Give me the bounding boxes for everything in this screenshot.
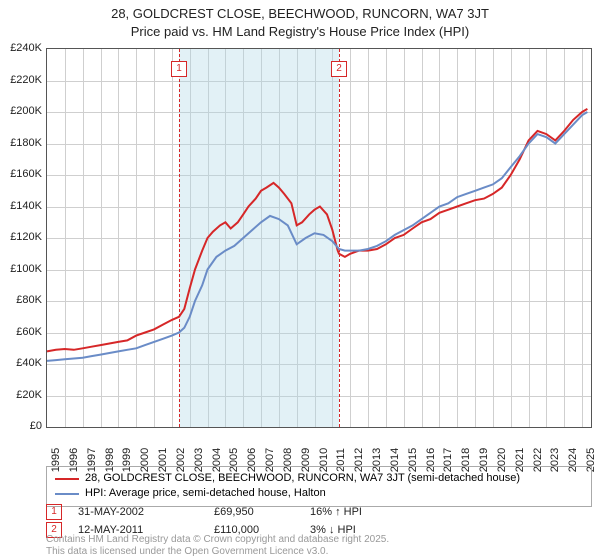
series-hpi	[47, 112, 587, 361]
y-tick-label: £220K	[2, 74, 42, 86]
legend-swatch-2	[55, 493, 79, 495]
y-tick-label: £120K	[2, 231, 42, 243]
y-tick-label: £200K	[2, 105, 42, 117]
y-tick-label: £60K	[2, 326, 42, 338]
footer-line-1: Contains HM Land Registry data © Crown c…	[46, 534, 592, 546]
legend-label-1: 28, GOLDCREST CLOSE, BEECHWOOD, RUNCORN,…	[85, 471, 520, 486]
series-price_paid	[47, 109, 587, 352]
y-tick-label: £40K	[2, 357, 42, 369]
y-tick-label: £80K	[2, 294, 42, 306]
annotation-date-1: 31-MAY-2002	[78, 506, 198, 518]
legend-row-2: HPI: Average price, semi-detached house,…	[55, 486, 583, 501]
footer-note: Contains HM Land Registry data © Crown c…	[46, 534, 592, 558]
y-tick-label: £20K	[2, 389, 42, 401]
y-tick-label: £0	[2, 420, 42, 432]
chart-title-line1: 28, GOLDCREST CLOSE, BEECHWOOD, RUNCORN,…	[0, 6, 600, 21]
y-tick-label: £180K	[2, 137, 42, 149]
annotation-price-1: £69,950	[214, 506, 294, 518]
legend-row-1: 28, GOLDCREST CLOSE, BEECHWOOD, RUNCORN,…	[55, 471, 583, 486]
annotation-row-1: 1 31-MAY-2002 £69,950 16% ↑ HPI	[46, 504, 592, 520]
chart-container: 28, GOLDCREST CLOSE, BEECHWOOD, RUNCORN,…	[0, 0, 600, 560]
legend: 28, GOLDCREST CLOSE, BEECHWOOD, RUNCORN,…	[46, 466, 592, 507]
y-tick-label: £100K	[2, 263, 42, 275]
footer-line-2: This data is licensed under the Open Gov…	[46, 546, 592, 558]
legend-swatch-1	[55, 478, 79, 480]
plot-area: 12	[46, 48, 592, 428]
y-tick-label: £160K	[2, 168, 42, 180]
y-tick-label: £240K	[2, 42, 42, 54]
y-tick-label: £140K	[2, 200, 42, 212]
chart-title-line2: Price paid vs. HM Land Registry's House …	[0, 24, 600, 39]
line-series	[47, 49, 591, 427]
annotation-marker-1: 1	[46, 504, 62, 520]
legend-label-2: HPI: Average price, semi-detached house,…	[85, 486, 326, 501]
annotation-pct-1: 16% ↑ HPI	[310, 506, 362, 518]
